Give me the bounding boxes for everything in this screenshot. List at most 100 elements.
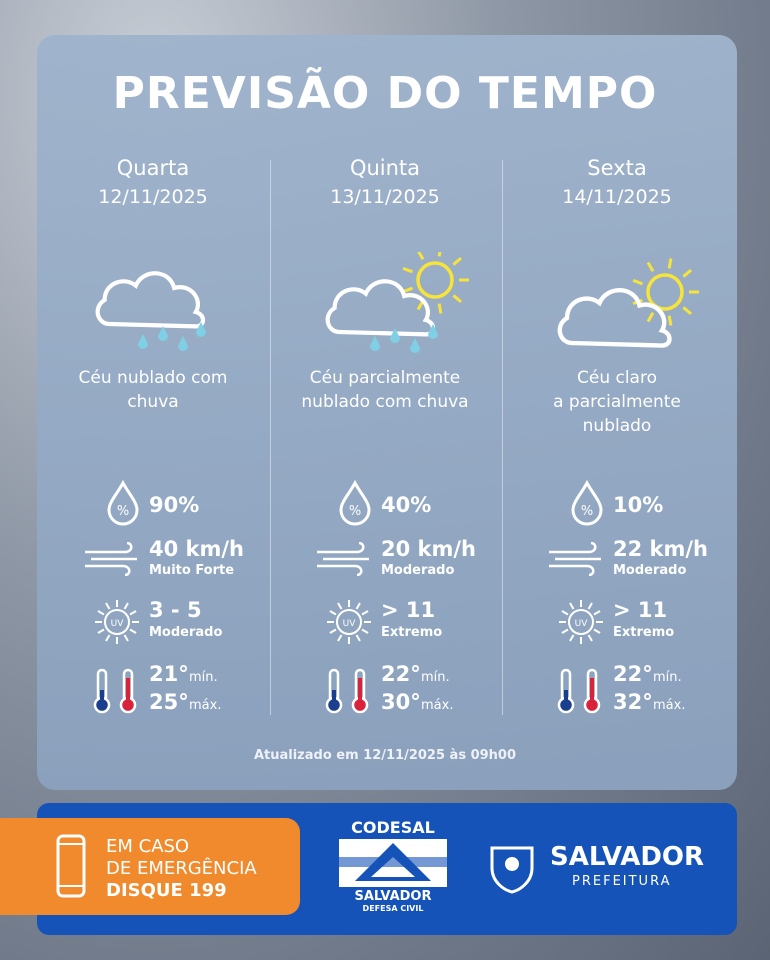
icon-part <box>571 480 603 526</box>
icon-part <box>355 634 361 642</box>
icon-part <box>416 261 454 299</box>
rain: 40% <box>381 493 432 517</box>
icon-part <box>549 564 595 576</box>
icon-part <box>587 602 593 610</box>
icon-part <box>505 857 519 871</box>
icon-part <box>337 602 343 610</box>
icon-part <box>339 857 447 867</box>
icon-part <box>646 273 684 311</box>
uv-level: Extremo <box>613 625 675 640</box>
phone-icon <box>56 834 86 898</box>
icon-part <box>126 678 130 704</box>
icon-part <box>561 610 569 616</box>
temp-max: 30° <box>381 690 421 714</box>
icon-part <box>332 690 336 704</box>
icon-part <box>107 480 139 526</box>
icon-part <box>129 628 137 634</box>
date: 14/11/2025 <box>562 186 672 208</box>
description-line: Céu parcialmente <box>309 368 461 388</box>
rain: 90% <box>149 493 200 517</box>
icon-part <box>682 306 693 316</box>
icon-part <box>428 324 438 339</box>
icon-part <box>452 294 463 304</box>
divider <box>502 160 503 715</box>
emergency-line: EM CASO <box>106 836 190 857</box>
icon-part <box>158 326 168 341</box>
uv: 3 - 5 <box>149 598 202 622</box>
icon-part <box>410 338 420 353</box>
temp-max: 32° <box>613 690 653 714</box>
icon-part <box>646 312 655 323</box>
icon-part <box>437 303 443 314</box>
min-label: mín. <box>421 670 450 685</box>
icon-part <box>178 336 188 351</box>
uv: > 11 <box>613 598 668 622</box>
rain-icon: % <box>339 480 371 526</box>
salvador-crest <box>490 846 534 894</box>
icon-part <box>569 602 575 610</box>
icon-part <box>100 690 104 704</box>
icon-part <box>632 278 643 286</box>
emergency-line: DISQUE 199 <box>106 880 227 901</box>
weekday: Quarta <box>116 156 190 180</box>
thermometer-icon <box>325 668 369 714</box>
icon-part <box>123 602 129 610</box>
description: Céu parcialmente nublado com chuva <box>269 366 501 414</box>
icon-part <box>557 288 672 348</box>
description-line: a parcialmente <box>553 392 681 412</box>
icon-part <box>361 610 369 616</box>
icon-part <box>85 542 137 576</box>
rain-icon: % <box>571 480 603 526</box>
temp-min: 22° <box>381 662 421 686</box>
temp-min: 21° <box>149 662 189 686</box>
description-line: nublado com chuva <box>301 392 469 412</box>
icon-part <box>361 628 369 634</box>
description-line: Céu claro <box>576 368 657 388</box>
icon-part <box>682 268 693 278</box>
title: PREVISÃO DO TEMPO <box>112 68 658 119</box>
wind: 22 km/h <box>613 537 709 561</box>
description: Céu nublado com chuva <box>37 366 269 414</box>
uv-level: Extremo <box>381 625 443 640</box>
icon-part <box>329 610 337 616</box>
codesal-city: SALVADOR <box>354 889 432 904</box>
icon-part <box>370 336 380 351</box>
emergency-box: EM CASO DE EMERGÊNCIA DISQUE 199 <box>0 818 300 915</box>
icon-part <box>587 634 593 642</box>
icon-glyph: % <box>349 504 361 519</box>
panel <box>37 35 737 790</box>
max-label: máx. <box>421 698 454 713</box>
icon-part <box>105 634 111 642</box>
wind-icon <box>317 542 369 576</box>
icon-part <box>104 609 130 635</box>
icon-part <box>97 610 105 616</box>
wind: 20 km/h <box>381 537 477 561</box>
icon-part <box>417 252 425 260</box>
description-line: chuva <box>127 392 179 412</box>
icon-part <box>568 609 594 635</box>
day-column: Quinta 13/11/2025 Céu parcialmente nublado … <box>269 0 501 960</box>
icon-glyph: UV <box>343 619 357 629</box>
icon-part <box>317 542 369 576</box>
icon-part <box>667 315 673 326</box>
weather-icon <box>95 271 206 351</box>
codesal-emblem <box>339 839 447 887</box>
max-label: máx. <box>189 698 222 713</box>
icon-part <box>355 602 361 610</box>
icon-part <box>105 602 111 610</box>
weekday: Quinta <box>349 156 421 180</box>
wind-level: Muito Forte <box>149 563 235 578</box>
temp-max: 25° <box>149 690 189 714</box>
rain-icon: % <box>107 480 139 526</box>
uv-level: Moderado <box>149 625 223 640</box>
icon-part <box>317 564 363 576</box>
icon-part <box>564 690 568 704</box>
codesal-unit: DEFESA CIVIL <box>362 904 424 913</box>
icon-part <box>646 261 655 272</box>
icon-part <box>85 564 131 576</box>
icon-glyph: UV <box>111 619 125 629</box>
min-label: mín. <box>189 670 218 685</box>
icon-glyph: % <box>581 504 593 519</box>
